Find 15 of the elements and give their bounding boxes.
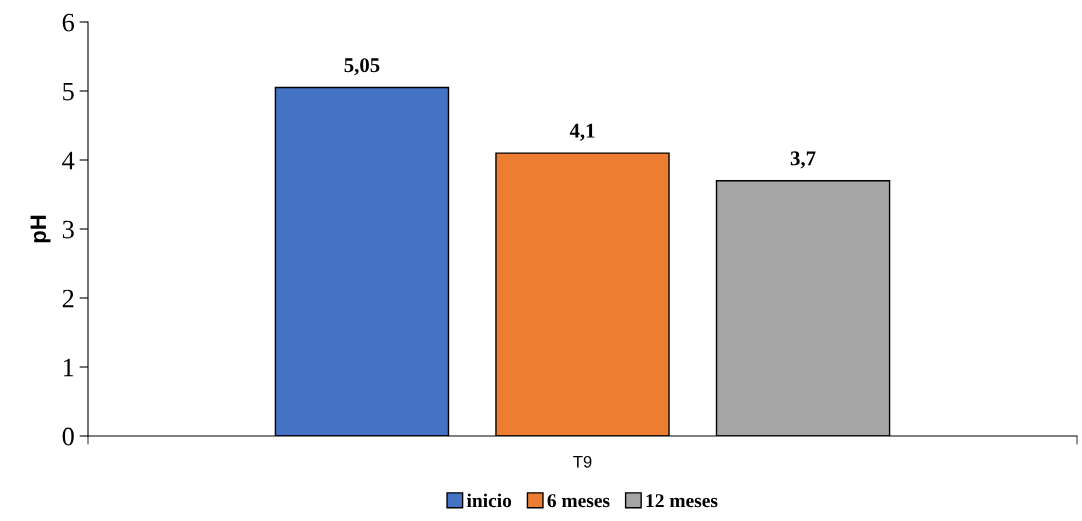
y-tick-label: 5 [63, 82, 74, 101]
y-tick-label: 2 [62, 289, 74, 308]
x-tick-label: T9 [573, 455, 592, 468]
legend-label: 12 meses [646, 494, 718, 508]
y-tick-label: 3 [62, 220, 74, 239]
y-tick-label: 0 [62, 427, 74, 446]
legend-label: inicio [466, 493, 512, 508]
y-tick-label: 4 [62, 151, 75, 170]
data-label: 3,7 [790, 151, 816, 169]
legend-label: 6 meses [547, 494, 610, 508]
y-axis-title: pH [30, 215, 51, 243]
data-label: 5,05 [344, 58, 380, 76]
data-label: 4,1 [569, 123, 595, 141]
y-tick-label: 1 [63, 358, 74, 377]
y-tick-label: 6 [62, 13, 75, 32]
